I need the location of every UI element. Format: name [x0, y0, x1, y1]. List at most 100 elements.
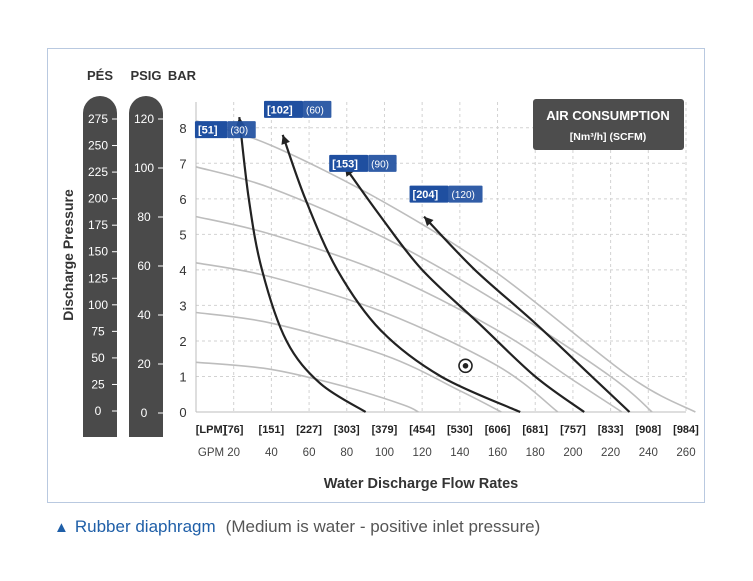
x-tick-gpm: 260 [676, 447, 695, 459]
air-label-flow: [51] [198, 125, 218, 137]
psig-scale-tick: 0 [141, 406, 148, 420]
x-tick-gpm-unit: GPM [198, 447, 224, 459]
pressure-curve [195, 215, 623, 413]
air-label: [102] (60) [263, 100, 332, 118]
psig-scale-tick: 100 [134, 161, 154, 175]
y-tick-label: 7 [179, 156, 186, 171]
air-label-scfm: (60) [306, 105, 324, 116]
pressure-curve [195, 311, 502, 413]
x-tick-lpm: [984] [673, 424, 699, 436]
air-curve [344, 166, 585, 413]
footnote: ▲ Rubber diaphragm (Medium is water - posi… [54, 517, 540, 537]
psig-scale-tick: 120 [134, 112, 154, 126]
triangle-icon: ▲ [54, 519, 69, 536]
air-curve [238, 116, 367, 413]
x-tick-lpm-unit: [LPM] [196, 424, 227, 436]
x-tick-lpm: [681] [522, 424, 548, 436]
air-curve-arrowhead [281, 134, 290, 145]
pes-scale-tick: 100 [88, 298, 108, 312]
legend-subtitle: [Nm³/h] (SCFM) [570, 131, 646, 143]
pes-scale-tick: 50 [91, 351, 105, 365]
pes-scale-title: PÉS [87, 68, 113, 83]
y-tick-label: 8 [179, 121, 186, 136]
y-tick-label: 4 [179, 263, 186, 278]
x-tick-lpm: [833] [598, 424, 624, 436]
pes-scale-tick: 225 [88, 165, 108, 179]
air-label-flow: [204] [413, 189, 439, 201]
operating-point-dot [462, 363, 469, 369]
pes-scale-tick: 75 [91, 324, 105, 338]
x-tick-lpm: [151] [259, 424, 285, 436]
air-label-scfm: (30) [230, 126, 248, 137]
psig-scale-tick: 80 [137, 210, 151, 224]
y-tick-label: 6 [179, 192, 186, 207]
air-label-box-scfm [448, 185, 483, 203]
legend-box [533, 99, 684, 150]
x-tick-gpm: 200 [563, 447, 582, 459]
x-tick-lpm: [454] [409, 424, 435, 436]
air-curve [281, 134, 521, 414]
x-axis-label: Water Discharge Flow Rates [324, 476, 518, 492]
psig-scale-tick: 40 [137, 308, 151, 322]
y-tick-label: 2 [179, 334, 186, 349]
air-label-box-flow [329, 154, 369, 172]
x-tick-lpm: [227] [296, 424, 322, 436]
y-tick-label: 3 [179, 298, 186, 313]
legend: AIR CONSUMPTION [Nm³/h] (SCFM) [533, 99, 684, 150]
pes-scale-bar [83, 96, 117, 437]
legend-title: AIR CONSUMPTION [546, 108, 670, 123]
pressure-curves [195, 119, 696, 413]
air-label-box-flow [409, 185, 449, 203]
air-label-scfm: (120) [452, 190, 475, 201]
psig-scale-bar [129, 96, 163, 437]
x-tick-gpm: 80 [340, 447, 353, 459]
y-axis-label: Discharge Pressure [60, 189, 76, 321]
air-consumption-curves: [51] (30) [102] (60) [153] (90) [204] (120) [194, 100, 631, 414]
pes-scale-tick: 175 [88, 218, 108, 232]
pes-scale-tick: 125 [88, 271, 108, 285]
air-label-box-scfm [368, 154, 397, 172]
x-tick-gpm: 180 [526, 447, 545, 459]
chart-frame [47, 48, 705, 503]
x-tick-lpm: [379] [372, 424, 398, 436]
air-label: [51] (30) [194, 121, 256, 139]
pressure-curve [195, 361, 419, 413]
x-tick-gpm: 100 [375, 447, 394, 459]
air-label-box-scfm [302, 100, 332, 118]
footnote-note: (Medium is water - positive inlet pressu… [225, 517, 541, 536]
y-tick-label: 1 [179, 369, 186, 384]
x-tick-lpm: [303] [334, 424, 360, 436]
x-tick-gpm: 20 [227, 447, 240, 459]
y-tick-label: 0 [179, 405, 186, 420]
air-label-box-scfm [227, 121, 256, 139]
psig-scale-tick: 60 [137, 259, 151, 273]
x-tick-gpm: 40 [265, 447, 278, 459]
x-tick-lpm: [757] [560, 424, 586, 436]
pressure-curve [195, 262, 559, 413]
air-label-flow: [102] [267, 104, 293, 116]
x-tick-lpm: [530] [447, 424, 473, 436]
air-curve [423, 215, 631, 413]
air-label: [204] (120) [409, 185, 483, 203]
x-tick-gpm: 140 [450, 447, 469, 459]
x-tick-lpm: [908] [635, 424, 661, 436]
y-tick-label: 5 [179, 227, 186, 242]
x-tick-lpm: [76] [224, 424, 244, 436]
x-tick-gpm: 60 [303, 447, 316, 459]
air-label-box-flow [263, 100, 303, 118]
pes-scale-tick: 250 [88, 139, 108, 153]
air-label-flow: [153] [332, 158, 358, 170]
pes-scale-tick: 275 [88, 112, 108, 126]
pressure-scale-bars: PÉS0255075100125150175200225250275PSIG02… [83, 68, 197, 437]
x-tick-gpm: 220 [601, 447, 620, 459]
psig-scale-title: PSIG [130, 68, 161, 83]
bar-scale-title: BAR [168, 68, 197, 83]
x-tick-gpm: 240 [639, 447, 658, 459]
x-tick-gpm: 160 [488, 447, 507, 459]
air-label-box-flow [194, 121, 228, 139]
pes-scale-tick: 150 [88, 245, 108, 259]
footnote-title: Rubber diaphragm [74, 517, 216, 536]
axes: 0 1 2 3 4 5 6 7 8 [LPM] GPM[76] 20 [151] 40 [227] 60 [30… [179, 121, 699, 459]
air-label-scfm: (90) [371, 159, 389, 170]
